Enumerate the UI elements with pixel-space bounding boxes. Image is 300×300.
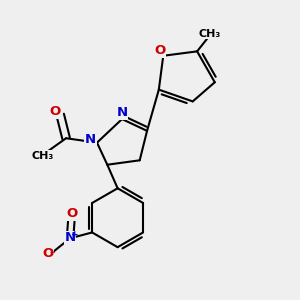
Text: N: N xyxy=(85,133,96,146)
Text: CH₃: CH₃ xyxy=(199,29,221,39)
Text: O: O xyxy=(49,105,61,118)
Text: O: O xyxy=(42,247,53,260)
Text: N: N xyxy=(116,106,128,119)
Text: +: + xyxy=(70,230,78,239)
Text: O: O xyxy=(67,207,78,220)
Text: ⁻: ⁻ xyxy=(48,250,55,262)
Text: CH₃: CH₃ xyxy=(32,151,54,161)
Text: N: N xyxy=(64,231,76,244)
Text: O: O xyxy=(154,44,165,57)
